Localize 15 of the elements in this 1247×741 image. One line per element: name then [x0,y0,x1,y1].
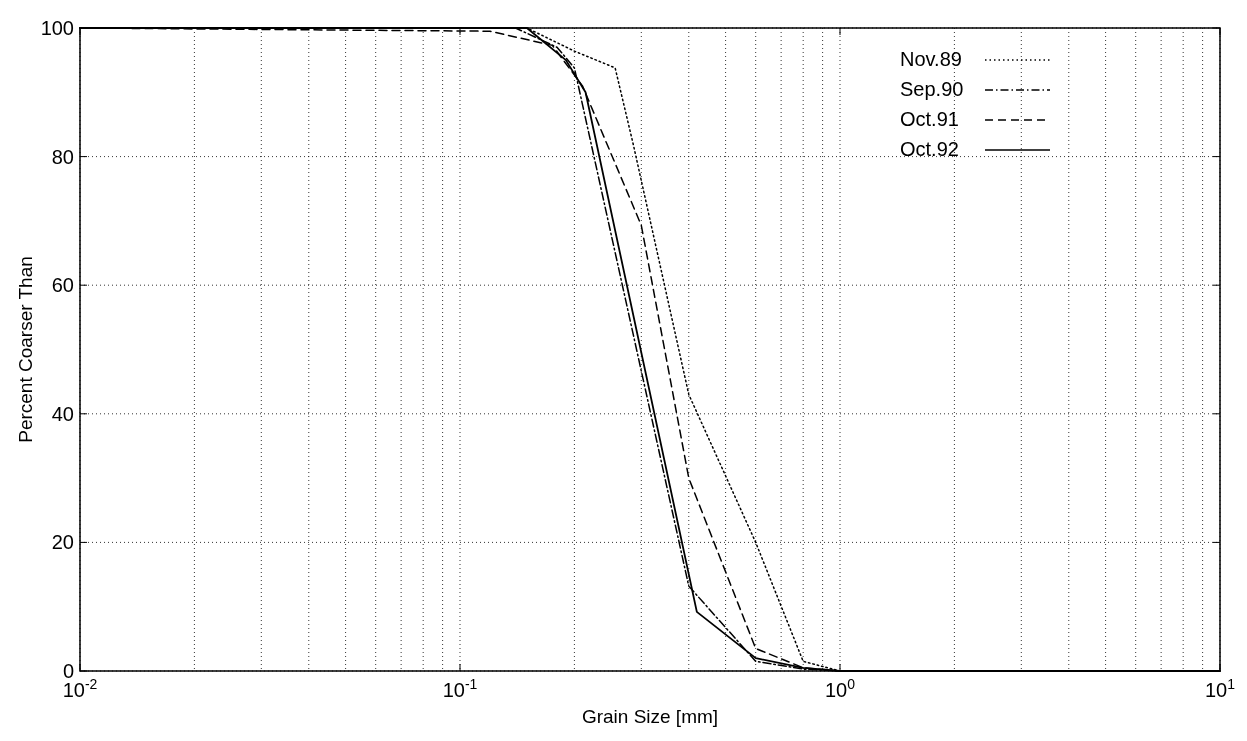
legend-label: Sep.90 [900,78,964,100]
y-tick-label: 40 [51,402,74,425]
x-tick-label: 10$^{1}$ [1204,676,1236,701]
y-tick-label: 60 [51,274,74,297]
legend-label: Oct.91 [900,108,959,130]
x-tick-label: 10$^{0}$ [824,676,856,701]
y-tick-label: 0 [62,660,74,682]
legend-label: Oct.92 [900,138,959,160]
y-tick-label: 80 [51,145,74,168]
x-axis-title: Grain Size [mm] [581,706,719,727]
legend-label: Nov.89 [900,48,962,70]
y-tick-label: 20 [51,531,74,554]
x-tick-label: 10$^{-1}$ [442,676,478,701]
y-tick-label: 100 [40,17,74,39]
y-axis-title: Percent Coarser Than [15,256,36,443]
